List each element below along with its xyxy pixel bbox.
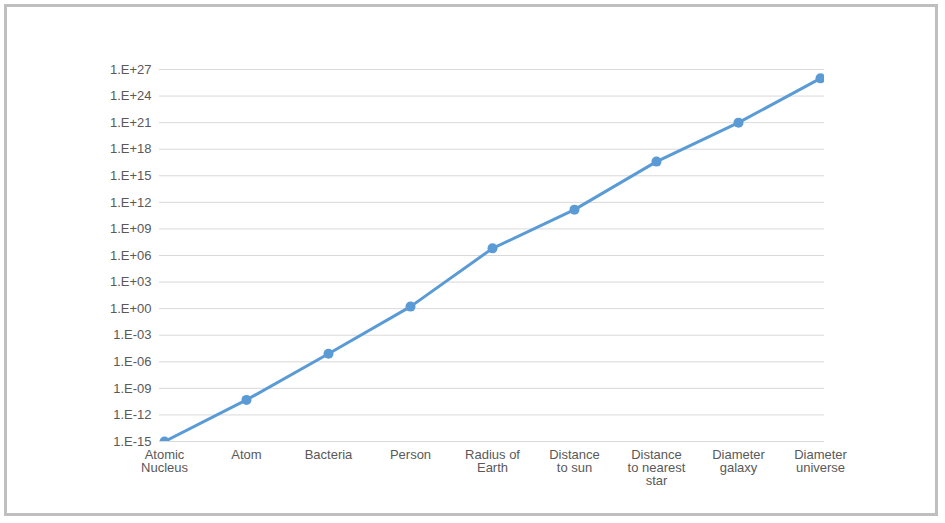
svg-text:1.E-12: 1.E-12 (113, 407, 151, 422)
svg-text:1.E+09: 1.E+09 (110, 221, 152, 236)
svg-text:Atom: Atom (231, 447, 261, 462)
svg-text:Bacteria: Bacteria (305, 447, 353, 462)
svg-text:1.E+00: 1.E+00 (110, 301, 152, 316)
svg-text:Distanceto sun: Distanceto sun (549, 447, 600, 475)
svg-text:Person: Person (390, 447, 431, 462)
svg-text:Radius ofEarth: Radius ofEarth (465, 447, 520, 475)
svg-text:Diametergalaxy: Diametergalaxy (712, 447, 765, 475)
svg-text:1.E+21: 1.E+21 (110, 115, 152, 130)
svg-text:1.E-15: 1.E-15 (113, 433, 152, 449)
svg-text:1.E-06: 1.E-06 (113, 354, 151, 369)
svg-text:1.E+12: 1.E+12 (110, 195, 152, 210)
svg-text:AtomicNucleus: AtomicNucleus (141, 447, 188, 475)
svg-text:Diameteruniverse: Diameteruniverse (794, 447, 847, 475)
svg-text:1.E+06: 1.E+06 (110, 248, 152, 263)
svg-text:1.E+03: 1.E+03 (110, 274, 152, 289)
svg-text:1.E-09: 1.E-09 (113, 381, 151, 396)
svg-text:1.E+18: 1.E+18 (110, 141, 152, 156)
svg-text:1.E-03: 1.E-03 (113, 327, 151, 342)
svg-text:1.E+24: 1.E+24 (110, 88, 152, 103)
svg-text:1.E+15: 1.E+15 (110, 168, 152, 183)
svg-text:1.E+27: 1.E+27 (110, 62, 152, 77)
svg-text:Distanceto neareststar: Distanceto neareststar (628, 447, 686, 488)
